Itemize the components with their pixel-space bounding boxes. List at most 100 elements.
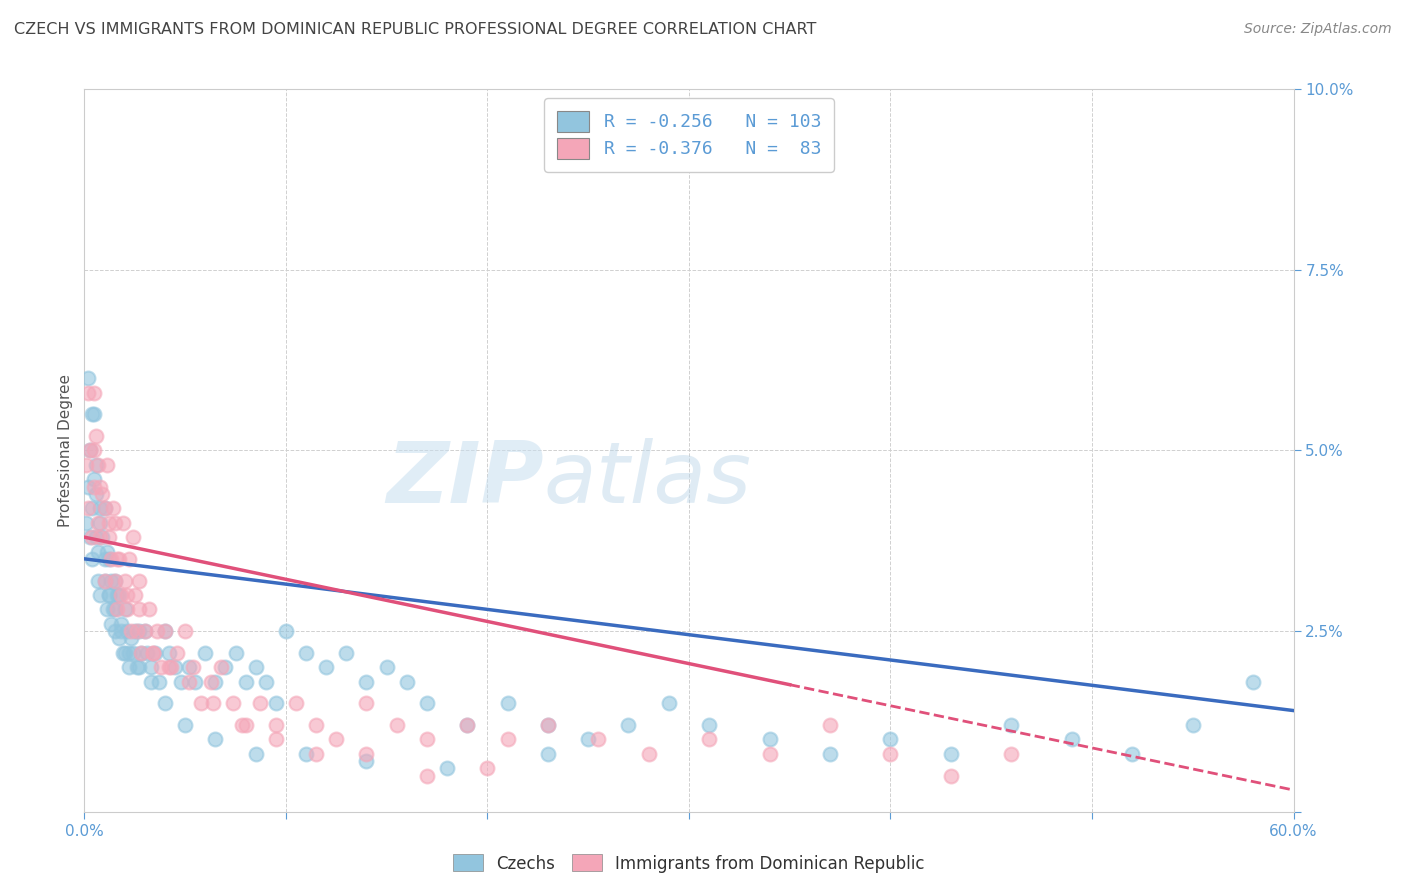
Point (264, 732, 287, 747)
Point (658, 697, 681, 711)
Point (1181, 718, 1204, 732)
Point (245, 660, 267, 674)
Point (149, 660, 172, 674)
Point (1000, 747, 1022, 761)
Point (148, 674, 170, 689)
Point (537, 718, 560, 732)
Point (153, 624, 176, 639)
Point (142, 646, 165, 660)
Point (496, 697, 519, 711)
Point (83, 407, 105, 422)
Text: Source: ZipAtlas.com: Source: ZipAtlas.com (1244, 22, 1392, 37)
Point (104, 624, 127, 639)
Point (235, 674, 257, 689)
Point (77, 501, 100, 516)
Y-axis label: Professional Degree: Professional Degree (58, 374, 73, 527)
Text: ZIP: ZIP (387, 438, 544, 521)
Point (105, 551, 128, 566)
Point (104, 516, 127, 530)
Point (118, 551, 141, 566)
Point (153, 624, 176, 639)
Point (245, 747, 267, 761)
Point (125, 624, 148, 639)
Point (87, 458, 110, 472)
Point (118, 646, 141, 660)
Point (758, 747, 780, 761)
Point (97, 588, 120, 602)
Point (114, 574, 136, 588)
Point (295, 747, 318, 761)
Point (385, 718, 408, 732)
Point (416, 697, 439, 711)
Point (93, 574, 115, 588)
Point (129, 646, 152, 660)
Point (114, 602, 136, 616)
Text: atlas: atlas (544, 438, 752, 521)
Point (477, 761, 499, 775)
Point (82, 530, 104, 544)
Point (879, 747, 901, 761)
Point (121, 530, 143, 544)
Point (202, 697, 225, 711)
Point (146, 624, 169, 639)
Point (124, 588, 146, 602)
Point (86, 530, 108, 544)
Point (114, 646, 136, 660)
Point (436, 761, 458, 775)
Point (100, 616, 122, 631)
Point (305, 718, 328, 732)
Point (139, 660, 162, 674)
Point (107, 588, 129, 602)
Point (97, 551, 120, 566)
Point (75, 458, 97, 472)
Point (496, 732, 519, 747)
Point (110, 588, 132, 602)
Point (214, 660, 236, 674)
Point (356, 754, 378, 768)
Point (89, 501, 111, 516)
Point (83, 480, 105, 494)
Point (758, 732, 780, 747)
Point (96, 544, 118, 558)
Point (89, 588, 111, 602)
Point (153, 697, 176, 711)
Point (305, 747, 328, 761)
Point (82, 407, 104, 422)
Point (96, 458, 118, 472)
Point (194, 646, 217, 660)
Point (129, 646, 152, 660)
Point (264, 718, 287, 732)
Point (83, 443, 105, 458)
Point (115, 624, 138, 639)
Point (83, 472, 105, 486)
Point (179, 660, 201, 674)
Point (249, 697, 271, 711)
Point (105, 602, 128, 616)
Point (128, 624, 150, 639)
Point (134, 624, 156, 639)
Point (1241, 674, 1264, 689)
Point (1121, 747, 1143, 761)
Point (416, 769, 439, 783)
Point (274, 624, 297, 639)
Point (264, 697, 287, 711)
Point (456, 718, 478, 732)
Point (356, 674, 378, 689)
Point (576, 732, 599, 747)
Point (118, 660, 141, 674)
Point (82, 501, 104, 516)
Point (111, 516, 134, 530)
Point (143, 646, 166, 660)
Point (97, 530, 120, 544)
Point (135, 646, 157, 660)
Point (254, 674, 277, 689)
Point (139, 674, 162, 689)
Point (588, 732, 610, 747)
Point (204, 674, 226, 689)
Point (174, 624, 197, 639)
Point (77, 385, 100, 400)
Point (89, 530, 111, 544)
Point (124, 624, 146, 639)
Point (537, 718, 560, 732)
Point (104, 574, 127, 588)
